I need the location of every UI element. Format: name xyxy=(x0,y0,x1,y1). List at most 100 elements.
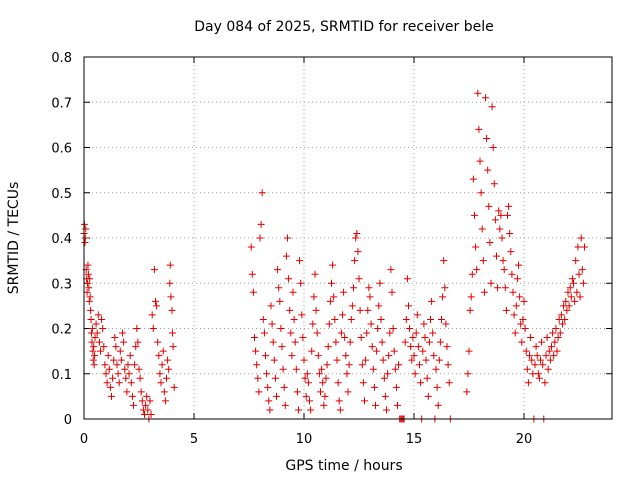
data-point xyxy=(319,379,327,387)
data-point xyxy=(435,356,443,364)
data-point xyxy=(138,397,146,405)
data-point xyxy=(125,370,133,378)
data-point xyxy=(93,329,101,337)
data-point xyxy=(509,288,517,296)
data-point xyxy=(531,361,539,369)
data-point xyxy=(91,352,99,360)
data-point xyxy=(337,329,345,337)
data-point xyxy=(466,306,474,314)
data-point xyxy=(434,401,442,409)
data-point xyxy=(86,275,94,283)
data-point xyxy=(572,257,580,265)
data-point xyxy=(111,334,119,342)
data-point xyxy=(489,144,497,151)
data-point xyxy=(491,216,499,224)
y-tick-label: 0.4 xyxy=(51,232,72,247)
data-point xyxy=(342,352,350,360)
data-point xyxy=(328,279,335,287)
data-point xyxy=(286,306,294,314)
data-point xyxy=(134,338,142,346)
data-point xyxy=(269,338,277,346)
x-axis-label: GPS time / hours xyxy=(285,458,402,474)
data-point xyxy=(168,306,176,314)
data-point xyxy=(82,225,90,233)
data-point xyxy=(425,338,433,346)
data-point xyxy=(394,401,401,409)
data-point xyxy=(270,356,278,364)
data-point xyxy=(268,320,276,328)
data-point xyxy=(293,388,301,396)
data-point xyxy=(554,334,562,342)
data-point xyxy=(577,234,585,242)
data-point xyxy=(106,383,114,391)
data-point xyxy=(302,392,310,400)
data-point xyxy=(511,329,519,337)
data-point xyxy=(109,374,117,382)
data-point xyxy=(373,347,381,355)
data-point xyxy=(310,293,318,301)
data-point xyxy=(326,297,334,305)
data-point xyxy=(312,306,320,314)
data-point xyxy=(512,302,520,310)
data-point xyxy=(331,315,339,323)
data-point xyxy=(298,311,306,319)
data-point xyxy=(504,211,511,219)
data-point xyxy=(249,288,257,296)
data-point xyxy=(524,379,532,387)
data-point xyxy=(442,320,450,328)
data-point xyxy=(258,189,266,197)
data-point xyxy=(357,334,365,342)
data-point xyxy=(157,379,165,387)
data-point xyxy=(520,297,528,305)
data-point xyxy=(334,379,342,387)
data-point xyxy=(567,293,575,301)
data-point xyxy=(384,370,392,378)
data-point xyxy=(356,306,364,314)
data-point xyxy=(347,315,355,323)
data-point xyxy=(416,361,423,369)
data-point xyxy=(108,392,115,400)
data-point xyxy=(411,370,419,378)
data-point xyxy=(367,320,375,328)
data-point xyxy=(409,334,417,342)
data-point xyxy=(380,374,388,382)
data-point xyxy=(578,266,586,274)
data-point xyxy=(291,338,299,346)
data-point xyxy=(493,252,500,260)
data-point xyxy=(421,334,429,342)
data-point xyxy=(413,311,421,319)
data-point xyxy=(103,379,111,387)
data-point xyxy=(92,320,100,328)
data-point xyxy=(494,284,502,292)
data-point xyxy=(88,338,96,346)
data-point xyxy=(542,352,550,360)
data-point xyxy=(123,388,131,396)
data-point xyxy=(167,293,175,301)
data-point xyxy=(153,302,161,310)
data-point xyxy=(433,383,441,391)
data-point xyxy=(484,166,492,174)
data-point xyxy=(557,311,565,319)
data-point xyxy=(412,329,420,337)
data-point xyxy=(307,406,315,414)
data-point xyxy=(576,293,584,301)
data-point xyxy=(282,252,290,260)
data-point xyxy=(541,379,549,387)
data-point xyxy=(98,315,106,323)
data-point xyxy=(169,343,177,351)
data-point xyxy=(439,293,447,301)
x-tick-label: 5 xyxy=(190,432,198,447)
data-point xyxy=(257,220,265,228)
data-point xyxy=(502,306,510,314)
data-point xyxy=(353,229,361,237)
data-point xyxy=(575,270,583,278)
data-point xyxy=(407,343,415,351)
data-point xyxy=(86,293,94,301)
data-point xyxy=(372,401,379,409)
plot-frame xyxy=(83,56,613,420)
data-point xyxy=(390,347,398,355)
data-point xyxy=(544,365,552,373)
data-point xyxy=(155,352,163,360)
data-point xyxy=(552,325,560,332)
